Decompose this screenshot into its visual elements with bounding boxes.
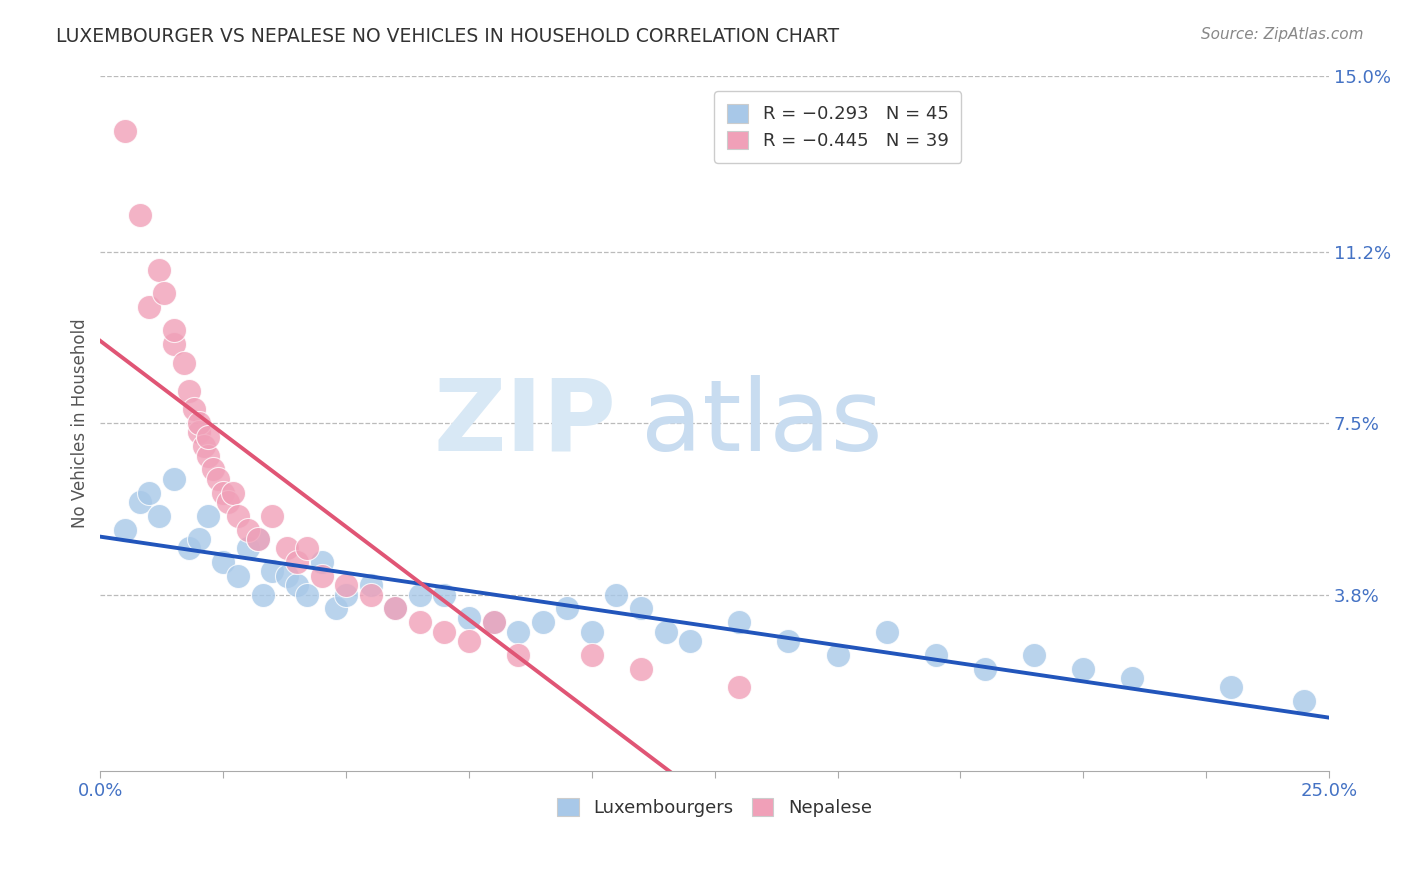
Point xyxy=(360,588,382,602)
Point xyxy=(581,648,603,662)
Point xyxy=(128,495,150,509)
Y-axis label: No Vehicles in Household: No Vehicles in Household xyxy=(72,318,89,528)
Point xyxy=(311,555,333,569)
Point xyxy=(187,416,209,430)
Point xyxy=(276,541,298,556)
Point xyxy=(163,337,186,351)
Point xyxy=(1219,680,1241,694)
Point xyxy=(226,508,249,523)
Point xyxy=(207,472,229,486)
Point xyxy=(262,565,284,579)
Point xyxy=(173,356,195,370)
Point xyxy=(384,601,406,615)
Point xyxy=(138,485,160,500)
Point xyxy=(325,601,347,615)
Point xyxy=(177,541,200,556)
Point xyxy=(925,648,948,662)
Text: ZIP: ZIP xyxy=(433,375,616,472)
Point xyxy=(246,532,269,546)
Point xyxy=(827,648,849,662)
Point xyxy=(163,472,186,486)
Point xyxy=(335,588,357,602)
Point xyxy=(974,662,997,676)
Point xyxy=(506,648,529,662)
Point xyxy=(311,569,333,583)
Point xyxy=(153,286,176,301)
Point xyxy=(212,485,235,500)
Point xyxy=(128,208,150,222)
Point xyxy=(177,384,200,398)
Point xyxy=(262,508,284,523)
Point xyxy=(728,615,751,630)
Point xyxy=(217,495,239,509)
Point xyxy=(531,615,554,630)
Point xyxy=(679,634,702,648)
Point xyxy=(114,523,136,537)
Point xyxy=(360,578,382,592)
Point xyxy=(458,634,481,648)
Point xyxy=(458,611,481,625)
Point xyxy=(285,555,308,569)
Point xyxy=(187,425,209,440)
Point xyxy=(1121,671,1143,685)
Point xyxy=(482,615,505,630)
Point xyxy=(295,588,318,602)
Point xyxy=(285,578,308,592)
Point xyxy=(555,601,578,615)
Point xyxy=(212,555,235,569)
Point xyxy=(202,462,225,476)
Point xyxy=(246,532,269,546)
Point xyxy=(409,588,432,602)
Point xyxy=(630,662,652,676)
Point xyxy=(1294,694,1316,708)
Text: Source: ZipAtlas.com: Source: ZipAtlas.com xyxy=(1201,27,1364,42)
Point xyxy=(506,624,529,639)
Point xyxy=(226,569,249,583)
Point xyxy=(197,449,219,463)
Point xyxy=(384,601,406,615)
Point xyxy=(187,532,209,546)
Point xyxy=(433,624,456,639)
Point xyxy=(630,601,652,615)
Point xyxy=(335,578,357,592)
Text: LUXEMBOURGER VS NEPALESE NO VEHICLES IN HOUSEHOLD CORRELATION CHART: LUXEMBOURGER VS NEPALESE NO VEHICLES IN … xyxy=(56,27,839,45)
Point xyxy=(183,402,205,417)
Point xyxy=(163,323,186,337)
Point xyxy=(728,680,751,694)
Point xyxy=(222,485,245,500)
Point xyxy=(193,439,215,453)
Point xyxy=(654,624,676,639)
Point xyxy=(236,523,259,537)
Point xyxy=(252,588,274,602)
Point xyxy=(138,300,160,314)
Point xyxy=(605,588,627,602)
Point xyxy=(409,615,432,630)
Point xyxy=(114,124,136,138)
Point xyxy=(148,263,170,277)
Point xyxy=(1071,662,1094,676)
Point xyxy=(236,541,259,556)
Legend: Luxembourgers, Nepalese: Luxembourgers, Nepalese xyxy=(550,790,879,824)
Point xyxy=(148,508,170,523)
Point xyxy=(433,588,456,602)
Point xyxy=(778,634,800,648)
Point xyxy=(295,541,318,556)
Point xyxy=(1024,648,1046,662)
Point xyxy=(876,624,898,639)
Point xyxy=(482,615,505,630)
Text: atlas: atlas xyxy=(641,375,883,472)
Point xyxy=(197,508,219,523)
Point xyxy=(581,624,603,639)
Point xyxy=(276,569,298,583)
Point xyxy=(197,430,219,444)
